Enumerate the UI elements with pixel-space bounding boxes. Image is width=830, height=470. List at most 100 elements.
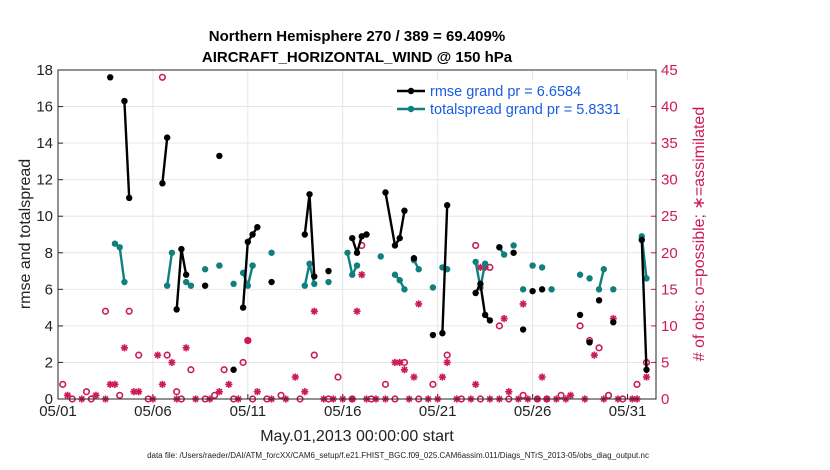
rmse-point	[486, 317, 494, 324]
totalspread-point	[429, 284, 437, 291]
obs-possible-marker	[334, 373, 342, 381]
obs-assimilated-marker	[244, 336, 252, 345]
totalspread-point	[529, 262, 536, 269]
rmse-point	[178, 245, 185, 253]
totalspread-point	[163, 282, 171, 289]
obs-assimilated-marker	[590, 351, 598, 359]
totalspread-point	[643, 275, 650, 282]
rmse-point	[382, 189, 389, 196]
asterisk-stroke	[353, 308, 361, 315]
totalspread-point	[168, 249, 176, 256]
obs-possible-marker	[239, 358, 247, 367]
totalspread-point	[311, 280, 318, 288]
legend-spread-marker	[407, 105, 415, 113]
rmse-point	[391, 242, 399, 249]
obs-assimilated-marker	[215, 388, 223, 396]
obs-assimilated-marker	[353, 307, 361, 315]
asterisk-stroke	[500, 315, 508, 322]
totalspread-point	[586, 275, 593, 282]
totalspread-point	[548, 286, 555, 293]
left-tick-label: 0	[45, 391, 53, 408]
x-tick-label: 05/01	[39, 403, 77, 420]
totalspread-point	[481, 260, 489, 267]
asterisk-stroke	[107, 381, 114, 388]
obs-possible-marker	[310, 351, 318, 359]
rmse-line	[441, 205, 449, 334]
obs-possible-marker	[59, 380, 67, 388]
totalspread-point	[519, 286, 527, 293]
asterisk-stroke	[410, 373, 418, 381]
x-tick-labels: 05/01 05/06 05/11 05/16 05/21 05/26 05/31	[39, 403, 646, 420]
obs-assimilated-marker	[253, 388, 261, 396]
obs-possible-marker	[604, 391, 613, 399]
rmse-point	[443, 202, 451, 209]
totalspread-point	[595, 286, 603, 293]
rmse-point	[429, 331, 437, 339]
obs-assimilated-marker	[396, 358, 404, 367]
obs-assimilated-marker	[519, 300, 527, 308]
rmse-point	[249, 231, 256, 238]
legend: rmse grand pr = 6.6584 totalspread grand…	[393, 80, 650, 118]
asterisk-stroke	[168, 359, 176, 366]
totalspread-point	[306, 260, 313, 267]
asterisk-stroke	[159, 381, 166, 388]
totalspread-point	[187, 282, 195, 289]
totalspread-point	[401, 286, 408, 293]
rmse-point	[496, 244, 503, 251]
legend-rmse-marker	[407, 87, 415, 95]
totalspread-point	[377, 253, 384, 260]
rmse-point	[325, 267, 332, 275]
rmse-point	[576, 311, 584, 319]
data-file-footer: data file: /Users/raeder/DAI/ATM_forcXX/…	[147, 451, 649, 460]
totalspread-point	[353, 262, 361, 269]
right-tick-label: 40	[661, 99, 678, 116]
rmse-point	[538, 286, 546, 293]
rmse-point	[363, 231, 370, 238]
left-tick-label: 8	[45, 245, 53, 262]
rmse-point	[311, 273, 318, 280]
totalspread-point	[396, 276, 403, 284]
obs-assimilated-marker	[358, 271, 366, 279]
obs-possible-marker	[519, 391, 527, 399]
obs-assimilated-marker	[120, 344, 129, 352]
asterisk-stroke	[444, 359, 451, 366]
totalspread-point	[610, 286, 617, 293]
obs-assimilated-marker	[566, 391, 575, 399]
obs-assimilated-marker	[154, 351, 162, 359]
asterisk-stroke	[472, 381, 479, 388]
legend-spread-label: totalspread grand pr = 5.8331	[430, 102, 621, 118]
asterisk-stroke	[244, 337, 251, 344]
chart-title-line-1: Northern Hemisphere 270 / 389 = 69.409%	[209, 28, 505, 45]
rmse-point	[586, 339, 593, 346]
left-tick-label: 18	[36, 62, 53, 79]
rmse-point	[254, 223, 261, 231]
obs-assimilated-marker	[538, 373, 546, 381]
obs-assimilated-marker	[135, 388, 143, 396]
asterisk-stroke	[292, 373, 299, 381]
obs-assimilated-marker	[310, 307, 318, 315]
asterisk-stroke	[130, 388, 138, 395]
obs-assimilated-marker	[182, 344, 190, 352]
rmse-point	[481, 311, 489, 319]
obs-possible-marker	[211, 391, 219, 399]
obs-possible-marker	[163, 351, 171, 359]
totalspread-point	[472, 258, 479, 266]
totalspread-point	[349, 271, 356, 278]
obs-possible-marker	[633, 380, 641, 388]
obs-possible-marker	[495, 322, 503, 330]
rmse-line	[123, 101, 131, 198]
obs-assimilated-marker	[63, 391, 72, 399]
left-tick-label: 14	[36, 135, 53, 152]
right-tick-labels: 0 5 10 15 20 25 30 35 40 45	[661, 62, 678, 408]
legend-box	[393, 80, 650, 118]
rmse-point	[510, 249, 517, 256]
asterisk-stroke	[538, 373, 546, 381]
x-tick-label: 05/06	[134, 403, 172, 420]
asterisk-stroke	[519, 300, 527, 308]
x-tick-label: 05/16	[324, 403, 362, 420]
totalspread-point	[538, 264, 546, 271]
x-tick-label: 05/11	[230, 403, 266, 420]
asterisk-stroke	[567, 392, 574, 399]
asterisk-stroke	[216, 388, 223, 395]
rmse-point	[638, 236, 645, 244]
